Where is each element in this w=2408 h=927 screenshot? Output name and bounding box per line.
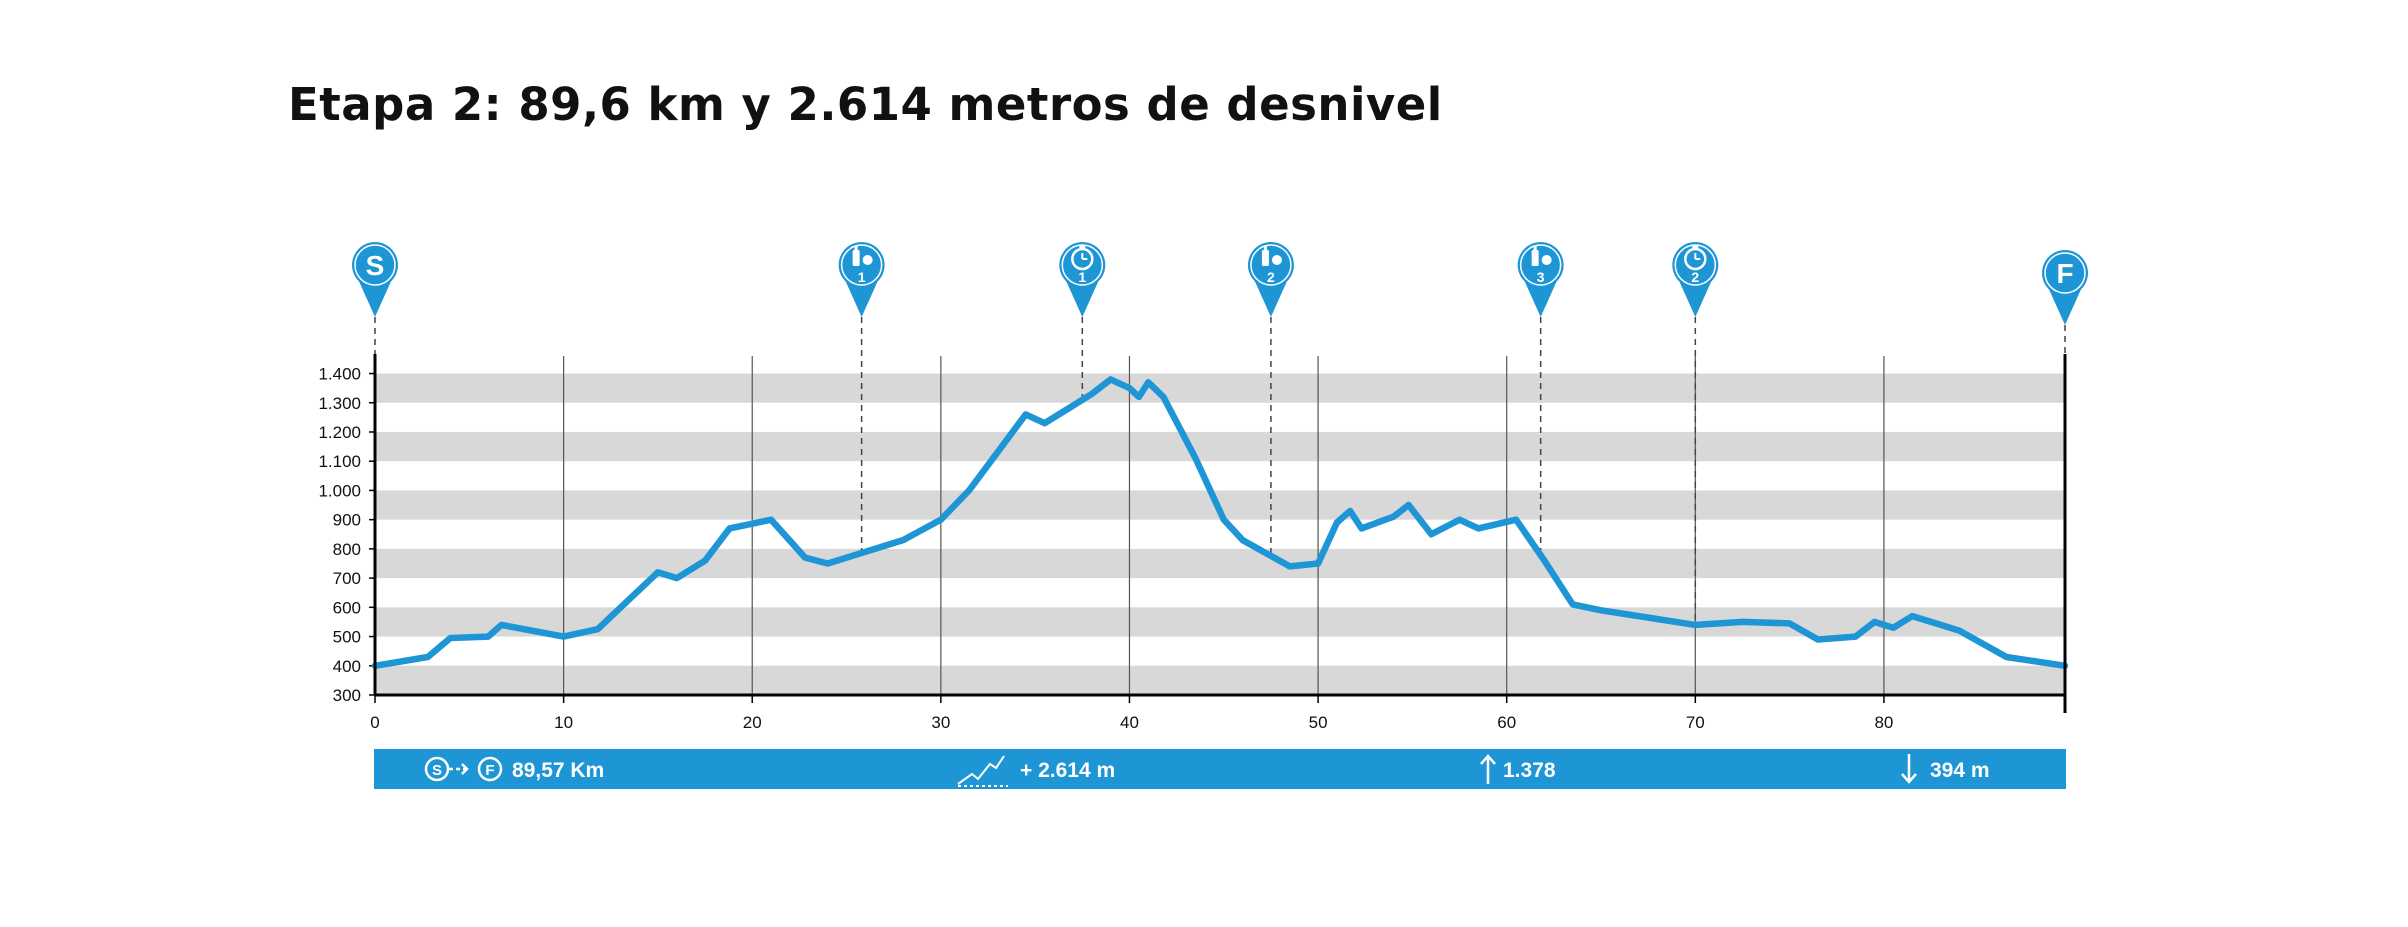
- arrow-down-icon: [1901, 754, 1917, 784]
- grid-band: [375, 548, 2065, 579]
- page-title: Etapa 2: 89,6 km y 2.614 metros de desni…: [288, 78, 1443, 131]
- y-tick-label: 1.300: [318, 394, 361, 413]
- apple-shape: [862, 255, 873, 265]
- vertical-gridlines: [563, 356, 1885, 695]
- route-markers: S 1 1 2 3 2 F: [352, 242, 2088, 325]
- y-tick-label: 300: [333, 686, 361, 705]
- marker-ring: [354, 244, 396, 286]
- marker-pointer: [2048, 289, 2082, 325]
- finish-badge-label: F: [485, 762, 494, 779]
- x-axis-ticks: 0 10 20 30 40 50 60 70 80: [370, 695, 1893, 732]
- grid-band: [375, 373, 2065, 403]
- start-badge-label: S: [432, 762, 442, 779]
- stopwatch-face: [1071, 247, 1094, 271]
- bottle-shape: [1261, 250, 1269, 266]
- marker-ring: [840, 244, 883, 286]
- marker-ring: [1519, 244, 1562, 286]
- marker-number: 2: [1267, 269, 1275, 285]
- y-tick-label: 600: [333, 598, 361, 617]
- marker-pointer: [358, 281, 392, 317]
- grid-band: [375, 665, 2065, 695]
- route-icon: [424, 756, 503, 782]
- max-elevation-value: 1.378: [1503, 759, 1556, 782]
- x-tick-label: 70: [1686, 713, 1705, 732]
- x-tick-label: 10: [554, 713, 573, 732]
- elevation-line: [371, 376, 2069, 670]
- gain-value: + 2.614 m: [1020, 759, 1115, 782]
- elevation-gain-icon: [957, 755, 1008, 787]
- bottle-cap: [1533, 246, 1537, 250]
- marker-circle: [1517, 242, 1564, 288]
- bottle-cap: [854, 246, 858, 250]
- marker-number: 3: [1537, 269, 1545, 285]
- x-tick-label: 20: [743, 713, 762, 732]
- x-tick-label: 50: [1309, 713, 1328, 732]
- y-axis-ticks: 300 400 500 600 700 800 900 1.000 1.100 1.200 1.30…: [318, 365, 375, 705]
- feed-marker: 2: [1247, 242, 1294, 317]
- bottle-cap: [1263, 246, 1267, 250]
- feed-marker: 1: [838, 242, 885, 317]
- summary-bar: S F 89,57 Km + 2.614 m 1.378 394 m: [374, 749, 2066, 789]
- x-tick-label: 60: [1497, 713, 1516, 732]
- apple-shape: [1541, 255, 1552, 265]
- marker-circle: [1247, 242, 1294, 288]
- marker-pointer: [845, 281, 878, 317]
- marker-number: 1: [858, 269, 866, 285]
- marker-circle: [1059, 242, 1106, 288]
- marker-number: 2: [1691, 269, 1699, 285]
- feed-marker: 3: [1517, 242, 1564, 317]
- bottle-apple-icon: [1531, 246, 1552, 266]
- bottle-shape: [1531, 250, 1539, 266]
- stopwatch-face: [1684, 247, 1707, 271]
- marker-ring: [2044, 252, 2086, 294]
- y-tick-label: 700: [333, 569, 361, 588]
- stopwatch-icon: [1684, 245, 1707, 271]
- marker-circle: [352, 242, 398, 288]
- start-marker: S: [352, 242, 398, 317]
- marker-circle: [838, 242, 885, 288]
- marker-circle: [2042, 250, 2088, 296]
- timer-marker: 1: [1059, 242, 1106, 317]
- grid-band: [375, 431, 2065, 462]
- marker-pointer: [1254, 281, 1288, 317]
- marker-number: 1: [1078, 269, 1086, 285]
- min-elevation-value: 394 m: [1930, 759, 1990, 782]
- marker-ring: [1250, 244, 1292, 286]
- axes: [373, 354, 2067, 713]
- marker-pointer: [1524, 281, 1557, 317]
- y-tick-label: 1.100: [318, 452, 361, 471]
- start-marker-label: S: [366, 250, 385, 281]
- y-tick-label: 1.400: [318, 365, 361, 384]
- y-tick-label: 1.200: [318, 423, 361, 442]
- marker-circle: [1672, 242, 1719, 288]
- grid-bands: [375, 373, 2065, 695]
- bottle-apple-icon: [852, 246, 873, 266]
- y-tick-label: 800: [333, 540, 361, 559]
- stopwatch-button: [1692, 245, 1699, 248]
- summary-bar-bg: [374, 749, 2066, 789]
- finish-marker: F: [2042, 250, 2088, 325]
- stopwatch-icon: [1071, 245, 1094, 271]
- y-tick-label: 400: [333, 657, 361, 676]
- marker-dashed-lines: [374, 317, 2066, 625]
- y-tick-label: 500: [333, 628, 361, 647]
- x-tick-label: 30: [931, 713, 950, 732]
- finish-marker-label: F: [2056, 258, 2073, 289]
- x-tick-label: 40: [1120, 713, 1139, 732]
- bottle-apple-icon: [1261, 246, 1282, 266]
- arrow-up-icon: [1480, 754, 1496, 784]
- distance-value: 89,57 Km: [512, 759, 604, 782]
- marker-pointer: [1679, 281, 1712, 317]
- y-tick-label: 900: [333, 511, 361, 530]
- stopwatch-button: [1079, 245, 1086, 248]
- apple-shape: [1271, 255, 1282, 265]
- marker-pointer: [1066, 281, 1099, 317]
- x-tick-label: 80: [1874, 713, 1893, 732]
- y-tick-label: 1.000: [318, 481, 361, 500]
- x-tick-label: 0: [370, 713, 379, 732]
- timer-marker: 2: [1672, 242, 1719, 317]
- bottle-shape: [852, 250, 860, 266]
